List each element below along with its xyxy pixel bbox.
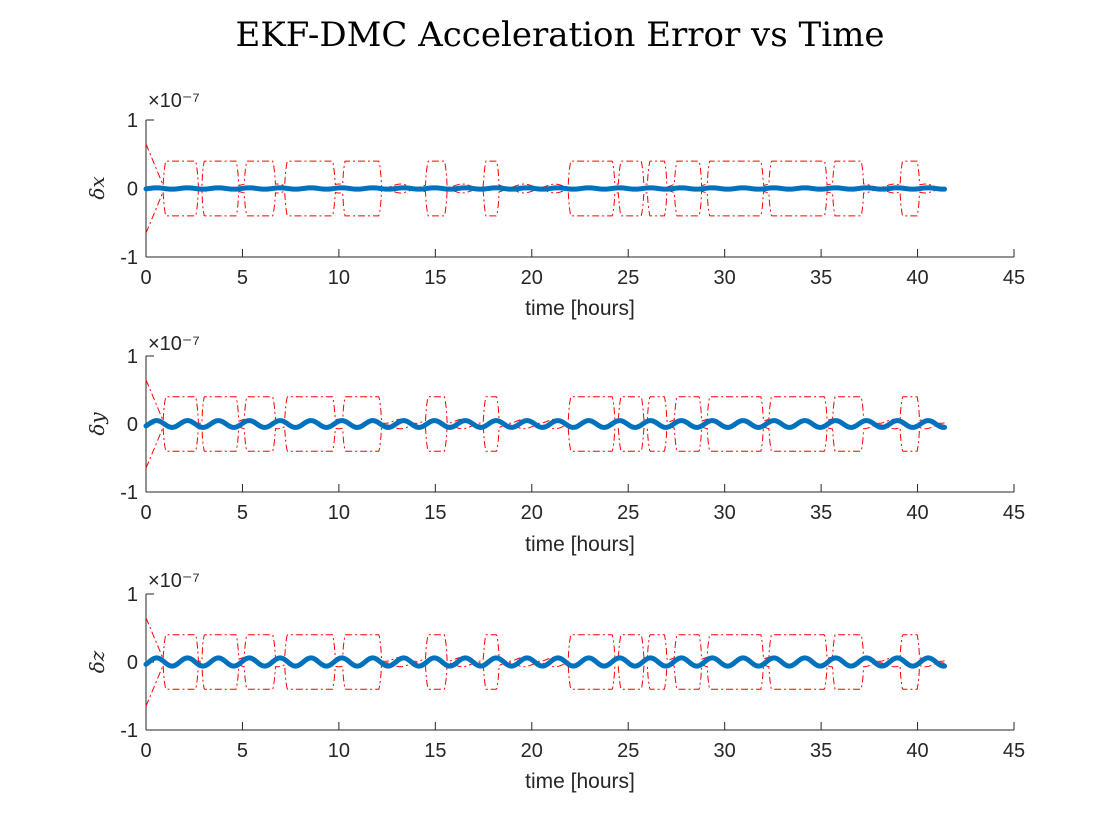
x-tick-label: 35 xyxy=(810,740,832,762)
subplot-dx: ×10⁻⁷ δx 0 5 10 15 20 25 30 35 40 45-101 time [ho… xyxy=(85,90,1025,320)
y-axis-label: δz xyxy=(85,650,109,673)
x-tick-label: 0 xyxy=(140,502,151,524)
x-tick-label: 30 xyxy=(714,740,736,762)
subplot-dy: ×10⁻⁷ δy 0 5 10 15 20 25 30 35 40 45-101 time [ho… xyxy=(85,333,1025,556)
x-axis-label: time [hours] xyxy=(525,533,635,556)
upper-bound-line xyxy=(145,379,945,424)
y-exponent-label: ×10⁻⁷ xyxy=(148,90,200,112)
x-tick-label: 25 xyxy=(617,502,639,524)
x-tick-label: 10 xyxy=(328,740,350,762)
x-tick-label: 45 xyxy=(1003,502,1025,524)
x-tick-label: 30 xyxy=(714,502,736,524)
x-tick-label: 0 xyxy=(140,267,151,289)
x-tick-label: 5 xyxy=(237,267,248,289)
x-tick-label: 20 xyxy=(521,740,543,762)
x-tick-label: 25 xyxy=(617,267,639,289)
chart-title: EKF-DMC Acceleration Error vs Time xyxy=(236,15,885,55)
y-tick-label: 1 xyxy=(127,584,138,606)
y-axis-label: δx xyxy=(85,176,109,199)
x-tick-label: 45 xyxy=(1003,740,1025,762)
x-tick-label: 40 xyxy=(906,267,928,289)
lower-bound-line xyxy=(145,424,945,469)
x-tick-label: 45 xyxy=(1003,267,1025,289)
x-tick-label: 25 xyxy=(617,740,639,762)
y-exponent-label: ×10⁻⁷ xyxy=(148,570,200,592)
x-tick-label: 0 xyxy=(140,740,151,762)
error-series-line xyxy=(143,655,948,669)
lower-bound-line xyxy=(145,189,945,234)
y-tick-label: 1 xyxy=(127,110,138,132)
x-tick-label: 40 xyxy=(906,740,928,762)
x-tick-label: 10 xyxy=(328,267,350,289)
lower-bound-line xyxy=(145,662,945,707)
x-tick-label: 40 xyxy=(906,502,928,524)
upper-bound-line xyxy=(145,143,945,188)
x-axis-label: time [hours] xyxy=(525,770,635,793)
plot-area: 0 5 10 15 20 25 30 35 40 45-101 xyxy=(120,584,1025,762)
plot-area: 0 5 10 15 20 25 30 35 40 45-101 xyxy=(120,110,1025,289)
x-tick-label: 15 xyxy=(424,740,446,762)
x-tick-label: 35 xyxy=(810,267,832,289)
upper-bound-line xyxy=(145,617,945,662)
y-tick-label: 0 xyxy=(127,652,138,674)
y-tick-label: -1 xyxy=(120,720,138,742)
error-series-line xyxy=(143,418,948,430)
y-tick-label: -1 xyxy=(120,482,138,504)
y-tick-label: 0 xyxy=(127,179,138,201)
x-tick-label: 15 xyxy=(424,267,446,289)
x-tick-label: 20 xyxy=(521,502,543,524)
x-tick-label: 30 xyxy=(714,267,736,289)
x-tick-label: 10 xyxy=(328,502,350,524)
plot-area: 0 5 10 15 20 25 30 35 40 45-101 xyxy=(120,346,1025,524)
y-exponent-label: ×10⁻⁷ xyxy=(148,333,200,355)
x-tick-label: 5 xyxy=(237,740,248,762)
y-tick-label: 0 xyxy=(127,414,138,436)
x-tick-label: 35 xyxy=(810,502,832,524)
y-axis-label: δy xyxy=(85,412,109,436)
x-axis-label: time [hours] xyxy=(525,297,635,320)
x-tick-label: 15 xyxy=(424,502,446,524)
x-tick-label: 5 xyxy=(237,502,248,524)
subplot-dz: ×10⁻⁷ δz 0 5 10 15 20 25 30 35 40 45-101 time [ho… xyxy=(85,570,1025,793)
x-tick-label: 20 xyxy=(521,267,543,289)
y-tick-label: -1 xyxy=(120,247,138,269)
y-tick-label: 1 xyxy=(127,346,138,368)
error-series-line xyxy=(143,185,948,192)
